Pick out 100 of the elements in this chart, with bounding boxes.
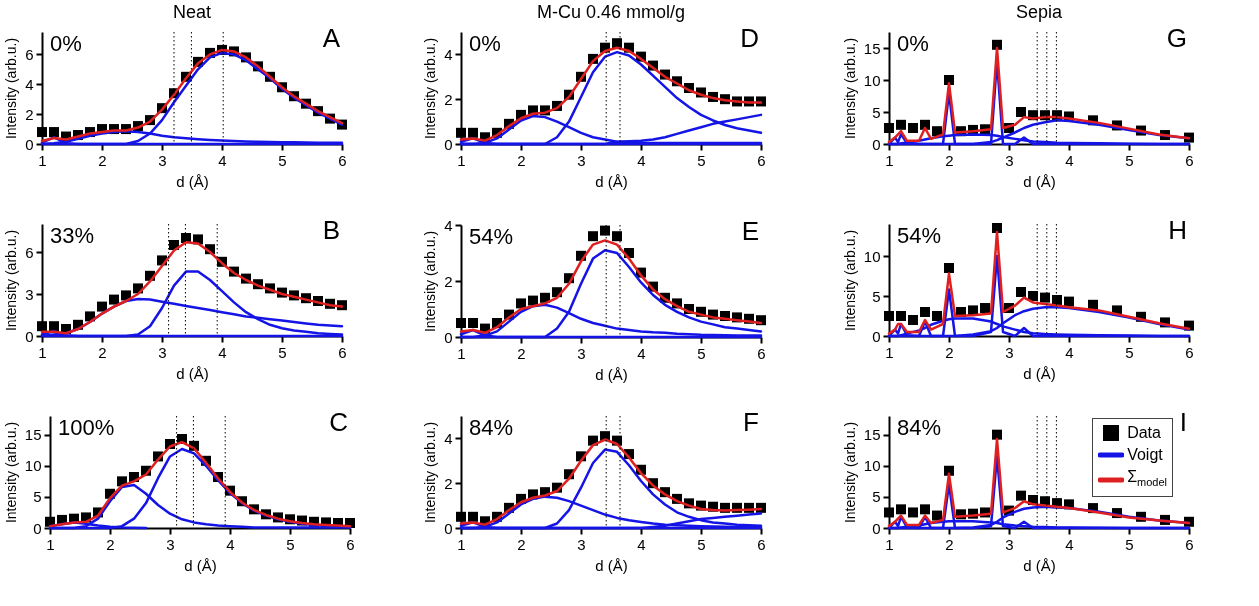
x-tick-label: 1 (457, 344, 466, 362)
y-tick-label: 15 (863, 39, 881, 57)
chart-title: M-Cu 0.46 mmol/g (536, 2, 686, 22)
y-tick-label: 0 (25, 135, 34, 153)
annotation: I (1179, 407, 1187, 437)
y-axis-title: Intensity (arb.u.) (841, 37, 858, 140)
annotation: F (743, 407, 759, 437)
legend-label: Data (1127, 423, 1161, 443)
x-tick-label: 1 (885, 343, 894, 361)
annotation: 84% (897, 415, 942, 440)
x-tick-label: 4 (637, 151, 646, 169)
y-axis-title: Intensity (arb.u.) (2, 421, 19, 524)
x-axis-title: d (Å) (1023, 556, 1056, 574)
y-tick-label: 0 (33, 519, 42, 537)
x-tick-label: 5 (278, 151, 287, 169)
annotation: E (741, 216, 759, 246)
x-tick-label: 2 (517, 151, 526, 169)
x-tick-label: 5 (697, 535, 706, 553)
y-tick-label: 3 (25, 285, 34, 303)
y-tick-label: 15 (863, 426, 881, 444)
x-axis-title: d (Å) (184, 556, 217, 574)
x-tick-label: 6 (757, 535, 766, 553)
y-axis-title: Intensity (arb.u.) (841, 421, 858, 524)
x-tick-label: 3 (577, 535, 586, 553)
y-tick-label: 0 (444, 328, 453, 346)
y-tick-label: 0 (25, 327, 34, 345)
y-tick-label: 0 (872, 519, 881, 537)
x-tick-label: 3 (577, 344, 586, 362)
annotation: 33% (50, 223, 95, 248)
annotation: A (322, 23, 341, 53)
x-tick-label: 3 (166, 535, 175, 553)
annotation: H (1168, 215, 1187, 245)
x-tick-label: 4 (218, 343, 227, 361)
x-tick-label: 3 (1005, 151, 1014, 169)
x-tick-label: 6 (757, 344, 766, 362)
x-tick-label: 2 (945, 535, 954, 553)
x-axis-title: d (Å) (595, 172, 628, 190)
x-tick-label: 1 (885, 151, 894, 169)
x-tick-label: 3 (1005, 535, 1014, 553)
x-tick-label: 6 (1185, 343, 1194, 361)
legend-label: Σ$_{model}$ (1127, 467, 1167, 491)
y-tick-label: 10 (863, 457, 881, 475)
y-axis-title: Intensity (arb.u.) (422, 421, 439, 524)
x-tick-label: 4 (226, 535, 235, 553)
y-tick-label: 6 (25, 45, 34, 63)
x-tick-label: 2 (945, 343, 954, 361)
annotation: 100% (58, 415, 115, 440)
x-tick-label: 6 (338, 343, 347, 361)
x-tick-label: 5 (697, 344, 706, 362)
annotation: D (740, 23, 759, 53)
x-tick-label: 4 (1065, 535, 1074, 553)
x-tick-label: 1 (457, 151, 466, 169)
x-tick-label: 1 (38, 151, 47, 169)
y-tick-label: 5 (872, 103, 881, 121)
annotation: C (329, 407, 348, 437)
x-tick-label: 3 (158, 151, 167, 169)
x-axis-title: d (Å) (595, 556, 628, 574)
x-tick-label: 2 (945, 151, 954, 169)
y-axis-title: Intensity (arb.u.) (422, 37, 439, 140)
y-tick-label: 0 (444, 135, 453, 153)
x-tick-label: 4 (218, 151, 227, 169)
y-tick-label: 4 (444, 216, 453, 234)
annotation: G (1166, 23, 1187, 53)
legend-label: Voigt (1127, 445, 1163, 465)
x-tick-label: 2 (517, 344, 526, 362)
y-tick-label: 5 (33, 488, 42, 506)
x-tick-label: 5 (1125, 535, 1134, 553)
y-axis-title: Intensity (arb.u.) (422, 230, 439, 333)
y-tick-label: 0 (872, 135, 881, 153)
x-tick-label: 3 (158, 343, 167, 361)
x-tick-label: 1 (38, 343, 47, 361)
x-tick-label: 2 (98, 343, 107, 361)
y-tick-label: 10 (24, 457, 42, 475)
y-tick-label: 6 (25, 243, 34, 261)
y-axis-title: Intensity (arb.u.) (3, 37, 20, 140)
x-tick-label: 5 (1125, 151, 1134, 169)
y-axis-title: Intensity (arb.u.) (841, 229, 858, 332)
x-tick-label: 5 (1125, 343, 1134, 361)
x-axis-title: d (Å) (1023, 364, 1056, 382)
x-tick-label: 6 (1185, 535, 1194, 553)
x-tick-label: 2 (517, 535, 526, 553)
x-tick-label: 5 (697, 151, 706, 169)
y-tick-label: 0 (444, 519, 453, 537)
chart-title: Neat (172, 2, 212, 22)
annotation: 54% (897, 223, 942, 248)
x-tick-label: 4 (1065, 343, 1074, 361)
x-tick-label: 1 (457, 535, 466, 553)
annotation: 84% (469, 415, 514, 440)
x-tick-label: 5 (278, 343, 287, 361)
y-tick-label: 0 (872, 327, 881, 345)
x-tick-label: 5 (286, 535, 295, 553)
y-tick-label: 4 (25, 75, 34, 93)
annotation: B (322, 215, 340, 245)
y-tick-label: 2 (444, 474, 453, 492)
x-axis-title: d (Å) (176, 364, 209, 382)
x-tick-label: 3 (577, 151, 586, 169)
y-tick-label: 4 (444, 429, 453, 447)
x-tick-label: 4 (637, 344, 646, 362)
x-tick-label: 6 (338, 151, 347, 169)
x-tick-label: 2 (106, 535, 115, 553)
